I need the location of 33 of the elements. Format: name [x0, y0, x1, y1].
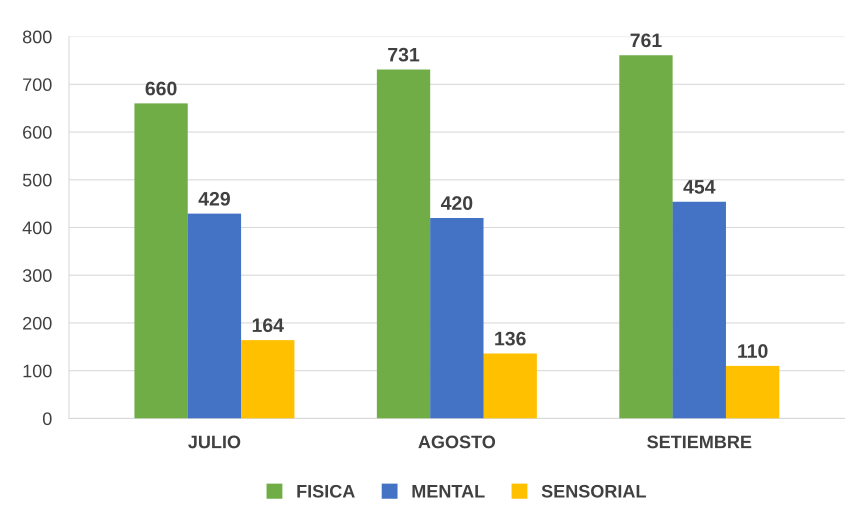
data-label: 136 [495, 332, 526, 346]
x-tick-label: AGOSTO [418, 436, 496, 448]
x-tick-label: SETIEMBRE [647, 436, 752, 448]
y-tick-label: 500 [22, 174, 52, 186]
y-tick-label: 600 [23, 126, 52, 139]
data-label: 164 [252, 318, 284, 332]
y-tick-label: 300 [22, 269, 52, 282]
y-tick-label: 200 [23, 316, 52, 330]
bar [188, 214, 242, 418]
data-label: 660 [146, 82, 177, 96]
bar [484, 353, 537, 418]
legend-label: MENTAL [412, 485, 485, 498]
data-label: 420 [440, 196, 472, 210]
data-label: 731 [388, 48, 420, 62]
data-label: 429 [198, 192, 230, 206]
legend-label: SENSORIAL [542, 484, 646, 498]
bar [376, 70, 430, 418]
y-tick-label: 100 [24, 364, 52, 378]
legend-label: FISICA [297, 484, 355, 498]
x-tick-label: JULIO [188, 436, 240, 448]
bar [672, 202, 726, 418]
bar [430, 218, 484, 418]
y-tick-label: 700 [23, 78, 52, 92]
data-label: 454 [683, 180, 716, 194]
y-tick-label: 400 [22, 221, 52, 234]
y-tick-label: 800 [22, 30, 52, 44]
data-label: 110 [738, 344, 768, 358]
bar [134, 103, 188, 418]
y-tick-label: 0 [42, 412, 52, 426]
bar [726, 366, 780, 418]
bar [241, 340, 294, 418]
bar [619, 55, 673, 418]
data-label: 761 [630, 33, 662, 48]
